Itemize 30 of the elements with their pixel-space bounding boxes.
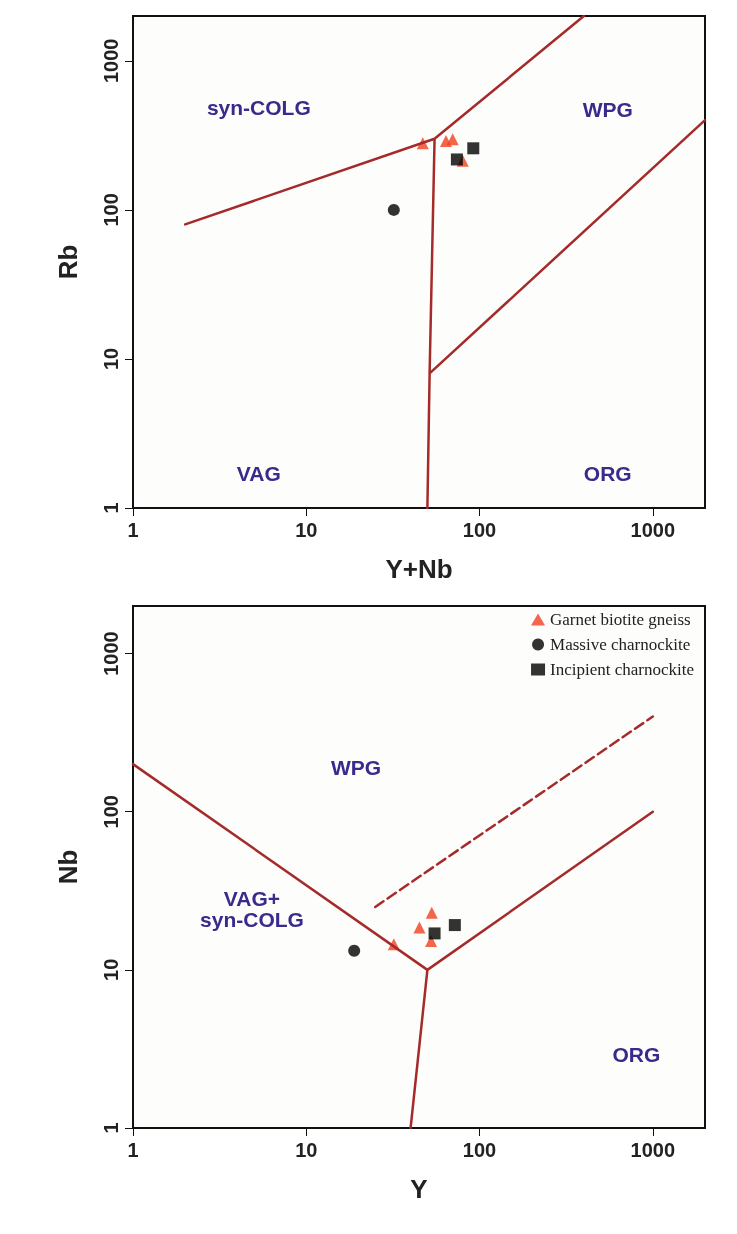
x-axis-title: Y+Nb <box>385 554 453 584</box>
annotation: VAG <box>236 462 281 486</box>
annotation: WPG <box>330 756 382 780</box>
x-tick-label: 1000 <box>630 519 676 541</box>
x-axis-title: Y <box>410 1174 428 1204</box>
legend-label: Garnet biotite gneiss <box>550 610 691 629</box>
annotation: VAG+ syn-COLG <box>200 886 304 931</box>
y-tick-label: 10 <box>100 347 122 371</box>
x-tick-label: 10 <box>295 519 318 541</box>
x-tick-label: 100 <box>462 1139 497 1161</box>
y-tick-label: 100 <box>100 795 122 829</box>
legend-label: Massive charnockite <box>550 635 691 654</box>
y-tick-label: 1 <box>100 502 122 514</box>
x-tick-label: 10 <box>295 1139 318 1161</box>
x-tick-label: 100 <box>462 519 497 541</box>
annotation: syn-COLG <box>206 95 311 119</box>
y-axis-title: Rb <box>53 244 83 280</box>
annotation: WPG <box>582 97 633 121</box>
x-tick-label: 1 <box>127 519 139 541</box>
y-tick-label: 1 <box>100 1122 122 1134</box>
x-tick-label: 1000 <box>630 1139 676 1161</box>
y-tick-label: 100 <box>100 193 122 227</box>
y-tick-label: 1000 <box>100 38 122 84</box>
x-tick-label: 1 <box>127 1139 139 1161</box>
legend-label: Incipient charnockite <box>550 660 695 679</box>
annotation: ORG <box>612 1043 661 1067</box>
annotation: ORG <box>583 462 632 486</box>
y-tick-label: 1000 <box>100 631 122 676</box>
y-tick-label: 10 <box>100 958 122 981</box>
y-axis-title: Nb <box>53 849 83 885</box>
